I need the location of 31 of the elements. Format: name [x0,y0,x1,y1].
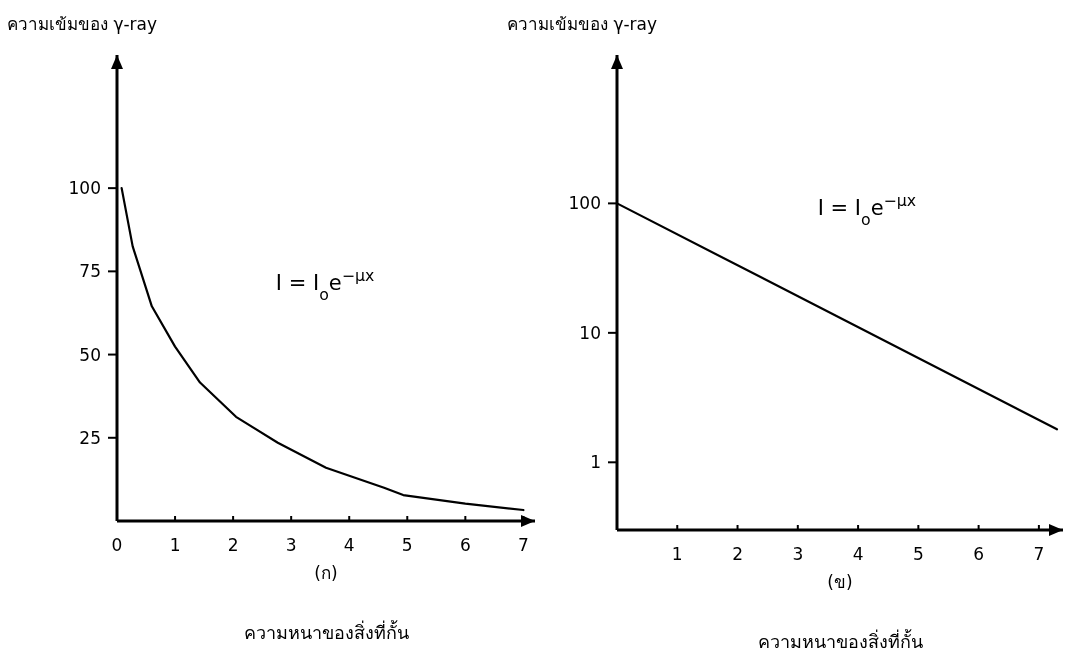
x-tick-label: 3 [792,544,804,564]
x-tick-label: 5 [401,535,413,555]
x-tick-label: 4 [852,544,864,564]
y-tick-label: 100 [68,178,101,199]
text: (ก) [314,563,338,583]
x-tick-label: 6 [973,544,985,564]
line-series [120,187,525,512]
annotation: I = I$_{o}$e$^{−μx}$ [817,190,917,229]
x-tick-label: 2 [227,535,239,555]
x-tick-label: 5 [912,544,924,564]
x-tick-label: 0 [111,535,123,555]
x-axis-title: ความหนาของสิ่งที่กั้น [757,629,923,652]
x-tick-label: 4 [343,535,355,555]
x-tick-label: 7 [517,535,529,555]
x-tick-label: 7 [1033,544,1045,564]
annotation: I = I$_{o}$e$^{−μx}$ [275,265,375,304]
y-tick-label: 1 [590,452,601,473]
x-tick-label: 6 [459,535,471,555]
y-axis-title: ความเข้มของ γ-ray [7,14,158,34]
y-tick-label: 10 [579,322,601,343]
y-tick-label: 50 [79,344,101,365]
y-axis-title: ความเข้มของ γ-ray [507,14,658,34]
x-axis-title: ความหนาของสิ่งที่กั้น [243,620,409,643]
y-tick-label: 75 [79,261,101,282]
y-tick-label: 100 [568,193,601,214]
y-tick-label: 25 [79,427,101,448]
x-tick-label: 3 [285,535,297,555]
x-tick-label: 1 [671,544,683,564]
x-tick-label: 2 [732,544,743,564]
text: (ข) [827,572,853,592]
x-tick-label: 1 [169,535,181,555]
